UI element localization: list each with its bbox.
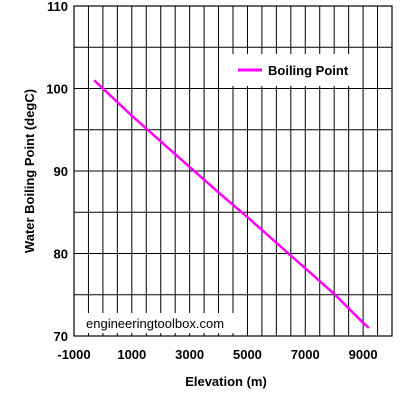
x-tick-label: -1000 [57,347,90,362]
legend: Boiling Point [222,54,362,86]
series-line-boiling-point [93,79,370,329]
x-axis-label: Elevation (m) [185,374,267,389]
y-tick-label: 100 [46,82,68,97]
x-tick-label: 3000 [175,347,204,362]
y-axis-label: Water Boiling Point (degC) [22,89,37,253]
watermark-text: engineeringtoolbox.com [86,316,224,331]
y-tick-label: 70 [54,329,68,344]
x-tick-labels: -1000 1000 3000 5000 7000 9000 [57,347,377,362]
legend-label-boiling-point: Boiling Point [268,63,349,78]
y-tick-label: 90 [54,164,68,179]
x-tick-label: 5000 [233,347,262,362]
x-tick-label: 7000 [291,347,320,362]
plot-area [73,5,393,337]
y-tick-label: 110 [47,0,68,14]
x-tick-label: 1000 [117,347,146,362]
x-tick-label: 9000 [349,347,378,362]
y-tick-label: 80 [54,247,68,262]
y-tick-labels: 70 80 90 100 110 [46,0,68,344]
watermark-box: engineeringtoolbox.com [82,313,240,333]
